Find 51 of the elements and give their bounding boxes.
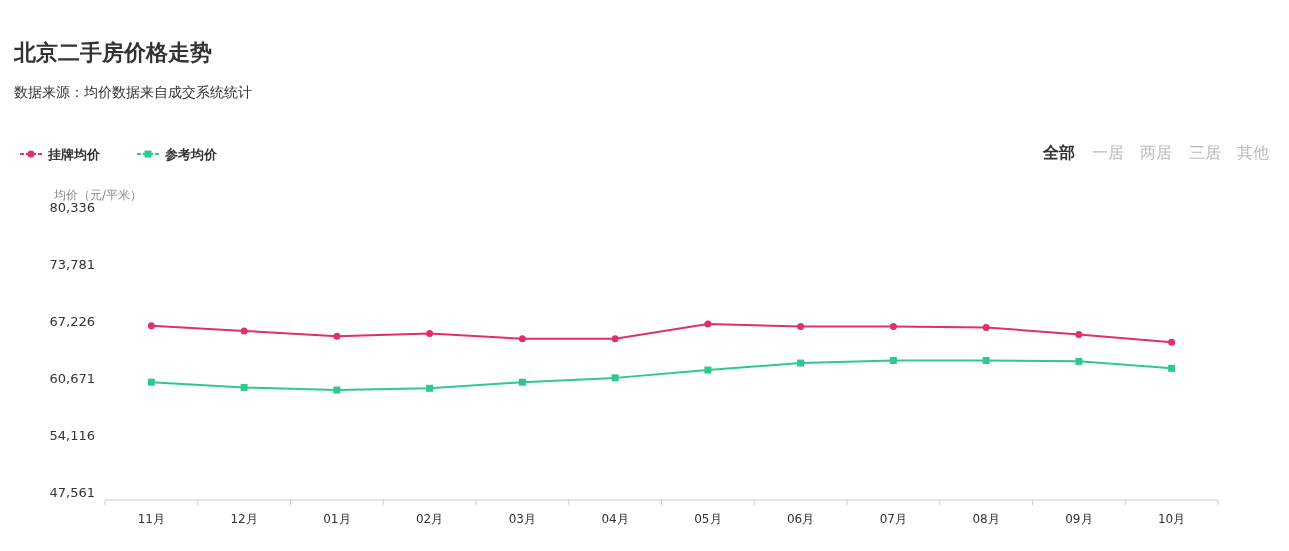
point (333, 332, 341, 340)
y-tick-label: 54,116 (49, 428, 95, 443)
point (240, 383, 248, 391)
x-tick-label: 11月 (137, 512, 166, 526)
x-tick-label: 07月 (879, 512, 908, 526)
point (982, 323, 990, 331)
point (1168, 364, 1176, 372)
text: 三居 (1188, 143, 1221, 162)
point (889, 323, 897, 331)
y-tick-label: 60,671 (49, 371, 95, 386)
point (704, 366, 712, 374)
point (797, 359, 805, 367)
point (518, 378, 526, 386)
x-tick-label: 01月 (323, 512, 351, 526)
text: 两居 (1140, 143, 1172, 162)
point (704, 320, 712, 328)
x-tick-label: 05月 (694, 512, 722, 526)
point (1075, 330, 1083, 338)
point (982, 356, 990, 364)
y-tick-label: 80,336 (49, 200, 95, 215)
legend-label: 挂牌均价 (47, 147, 101, 162)
point (611, 335, 619, 343)
text: 其他 (1237, 143, 1269, 162)
point (240, 327, 248, 335)
x-tick-label: 06月 (786, 512, 815, 526)
point (147, 322, 155, 330)
point (333, 386, 341, 394)
point (518, 335, 526, 343)
text: 全部 (1042, 143, 1075, 162)
y-tick-label: 47,561 (49, 485, 95, 500)
legend-label: 参考均价 (164, 147, 218, 162)
x-tick-label: 09月 (1065, 512, 1093, 526)
y-tick-label: 67,226 (49, 314, 95, 329)
x-tick-label: 12月 (230, 512, 258, 526)
point (147, 378, 155, 386)
y-tick-label: 73,781 (49, 257, 95, 272)
point (889, 356, 897, 364)
point (426, 330, 434, 338)
x-tick-label: 02月 (415, 512, 444, 526)
point (797, 323, 805, 331)
point (1075, 357, 1083, 365)
chart-subtitle: 数据来源：均价数据来自成交系统统计 (14, 84, 252, 100)
x-tick-label: 10月 (1157, 512, 1186, 526)
x-tick-label: 03月 (508, 512, 537, 526)
point (611, 374, 619, 382)
x-tick-label: 04月 (601, 512, 629, 526)
point (1168, 338, 1176, 346)
point (426, 384, 434, 392)
y-axis-title: 均价（元/平米） (53, 188, 143, 202)
chart-title: 北京二手房价格走势 (13, 40, 212, 65)
x-tick-label: 08月 (972, 512, 1000, 526)
